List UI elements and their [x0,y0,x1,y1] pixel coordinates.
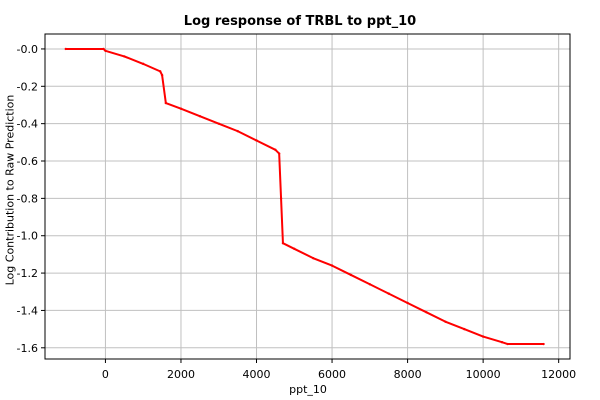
data-point [330,264,334,267]
data-point [158,70,162,73]
plot-frame [44,33,571,360]
data-point [160,73,164,77]
data-point [102,47,105,51]
data-point [179,107,183,110]
data-point [217,122,220,125]
data-point [349,273,353,277]
x-tick-label: 8000 [394,368,422,381]
x-tick-label: 0 [102,368,109,381]
y-tick-label: -0.2 [17,80,38,93]
y-tick-label: -1.6 [17,342,38,355]
y-tick-label: -1.2 [17,267,38,280]
data-point [500,340,504,344]
y-tick-label: -0.8 [17,192,38,205]
y-tick-label: -0.4 [17,118,38,131]
data-point [281,241,285,245]
y-tick-label: -1.4 [17,304,38,317]
data-point [164,101,168,105]
x-tick-label: 2000 [167,368,195,381]
data-point [277,152,281,155]
data-point [444,320,447,323]
y-tick-label: -1.0 [17,230,38,243]
y-tick-label: -0.6 [17,155,38,168]
data-point [198,114,202,118]
y-tick-label: -0.0 [17,43,38,56]
x-tick-label: 4000 [243,368,271,381]
data-point [542,342,545,346]
data-point [255,139,258,142]
data-point [463,327,466,331]
data-point [425,311,428,314]
plot-background [45,34,570,359]
data-point [406,301,409,305]
data-point [311,256,315,260]
data-point [64,47,67,51]
data-point [279,197,283,200]
data-point [387,292,390,295]
data-point [481,335,485,338]
data-point [236,129,239,133]
data-point [104,49,107,53]
data-point [293,247,296,250]
data-point [274,148,277,152]
data-point [506,342,509,346]
data-point [123,55,126,58]
data-point [368,283,372,286]
x-tick-label: 10000 [466,368,501,381]
data-point [142,62,145,66]
x-tick-label: 12000 [541,368,576,381]
x-axis-label: ppt_10 [289,383,327,396]
x-tick-label: 6000 [318,368,346,381]
chart-title: Log response of TRBL to ppt_10 [183,14,417,29]
